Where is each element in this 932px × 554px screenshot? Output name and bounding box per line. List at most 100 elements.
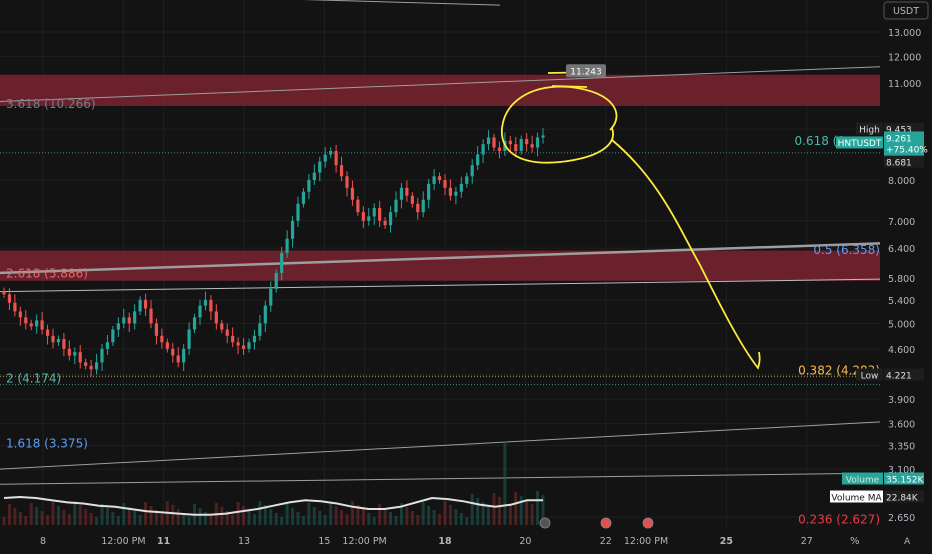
volume-bar	[448, 505, 452, 525]
candle-body	[399, 187, 404, 200]
volume-bar	[100, 504, 104, 525]
price-axis-label: 5.400	[888, 296, 915, 307]
volume-bar	[372, 517, 376, 525]
candle-body	[116, 323, 120, 330]
volume-bar	[73, 501, 77, 525]
volume-bar	[367, 513, 371, 525]
candle-body	[45, 329, 50, 336]
fib-level-label: 3.618 (10.266)	[6, 97, 96, 111]
volume-bar	[51, 502, 55, 525]
volume-bar	[329, 502, 333, 525]
volume-bar	[138, 515, 142, 525]
volume-bar	[280, 517, 284, 525]
volume-bar	[530, 504, 534, 525]
volume-bar	[144, 502, 148, 525]
candle-body	[138, 299, 142, 312]
volume-bar	[421, 502, 425, 525]
symbol-tag-bg	[836, 136, 883, 149]
candle-body	[176, 355, 180, 363]
candle-body	[486, 137, 491, 145]
candle-body	[356, 199, 360, 213]
price-axis[interactable]: 13.000 12.000 11.000 8.000 7.000 6.400 5.800 5.…	[883, 1, 929, 524]
candle-body	[122, 317, 126, 324]
time-axis-label: 11	[157, 536, 170, 547]
volume-bar	[323, 515, 327, 525]
volume-bar	[476, 498, 480, 525]
candle-body	[56, 339, 61, 343]
candle-body	[514, 144, 518, 151]
candle-body	[459, 183, 463, 192]
candle-body	[269, 288, 273, 306]
candle-body	[535, 137, 540, 148]
candle-body	[437, 176, 442, 181]
candle-body	[220, 323, 224, 330]
volume-bar	[236, 502, 240, 525]
price-axis-label: 8.000	[888, 176, 915, 187]
candle-body	[247, 342, 251, 349]
time-axis-label: 18	[438, 536, 452, 547]
candle-body	[416, 203, 420, 213]
volume-bar	[345, 514, 349, 525]
fibonacci-levels: 3.618 (10.266) 0.618 (9 0.5 (6.358) 2.618 (…	[0, 97, 880, 527]
annotation-arrow	[611, 139, 761, 370]
candle-body	[192, 317, 197, 330]
candle-body	[307, 180, 311, 192]
percent-toggle: %	[850, 536, 860, 547]
price-tag-label: Volume	[846, 476, 880, 486]
price-axis-label: 12.000	[888, 52, 921, 63]
candle-body	[378, 207, 382, 221]
volume-bar	[291, 508, 295, 525]
candle-body	[89, 365, 93, 370]
time-axis-label: 27	[801, 536, 813, 547]
volume-bar	[340, 510, 344, 525]
candle-body	[274, 272, 278, 289]
volume-bar	[258, 501, 262, 525]
volume-bar	[519, 496, 523, 525]
candle-body	[345, 176, 349, 188]
candle-body	[209, 299, 213, 312]
volume-bar	[13, 508, 17, 525]
candle-body	[231, 335, 235, 343]
candle-body	[171, 348, 175, 356]
price-axis-label: 7.000	[888, 217, 915, 228]
auto-scale-toggle: A	[904, 537, 911, 547]
fib-level-label: 0.618 (9	[795, 134, 845, 148]
volume-bar	[182, 513, 186, 525]
fib-level-label: 1.618 (3.375)	[6, 436, 88, 450]
candle-body	[481, 144, 485, 155]
price-tag-bg	[884, 490, 924, 503]
candle-body	[334, 150, 338, 166]
volume-bar	[307, 503, 311, 525]
price-tag-label-bg	[856, 368, 883, 381]
candle-body	[203, 299, 208, 306]
volume-bar	[176, 509, 180, 525]
price-tag-bg	[884, 155, 924, 168]
candle-body	[432, 176, 436, 184]
candle-body	[198, 305, 202, 318]
annotation-underline	[551, 85, 588, 88]
time-axis[interactable]: 8 12:00 PM 11 13 15 12:00 PM 18 20 22 12:00 PM 25 2…	[40, 517, 911, 547]
volume-bar	[378, 504, 382, 525]
fib-level-label: 0.5 (6.358)	[813, 243, 880, 257]
volume-bar	[274, 513, 278, 525]
volume-bar	[67, 514, 71, 525]
volume-bar	[187, 517, 191, 525]
candle-body	[350, 187, 355, 200]
candle-body	[339, 165, 344, 177]
volume-bar	[269, 509, 273, 525]
volume-bar	[465, 517, 469, 525]
candle-body	[476, 154, 480, 166]
volume-bar	[198, 508, 202, 525]
volume-bar	[503, 441, 507, 525]
volume-bar	[122, 503, 126, 525]
candle-body	[541, 135, 545, 138]
candle-body	[372, 207, 376, 217]
volume-bar	[356, 505, 360, 525]
volume-bar	[220, 507, 224, 525]
volume-bar	[536, 491, 540, 525]
price-tag-bg	[884, 368, 924, 381]
candle-body	[318, 161, 322, 173]
candle-body	[18, 311, 22, 318]
